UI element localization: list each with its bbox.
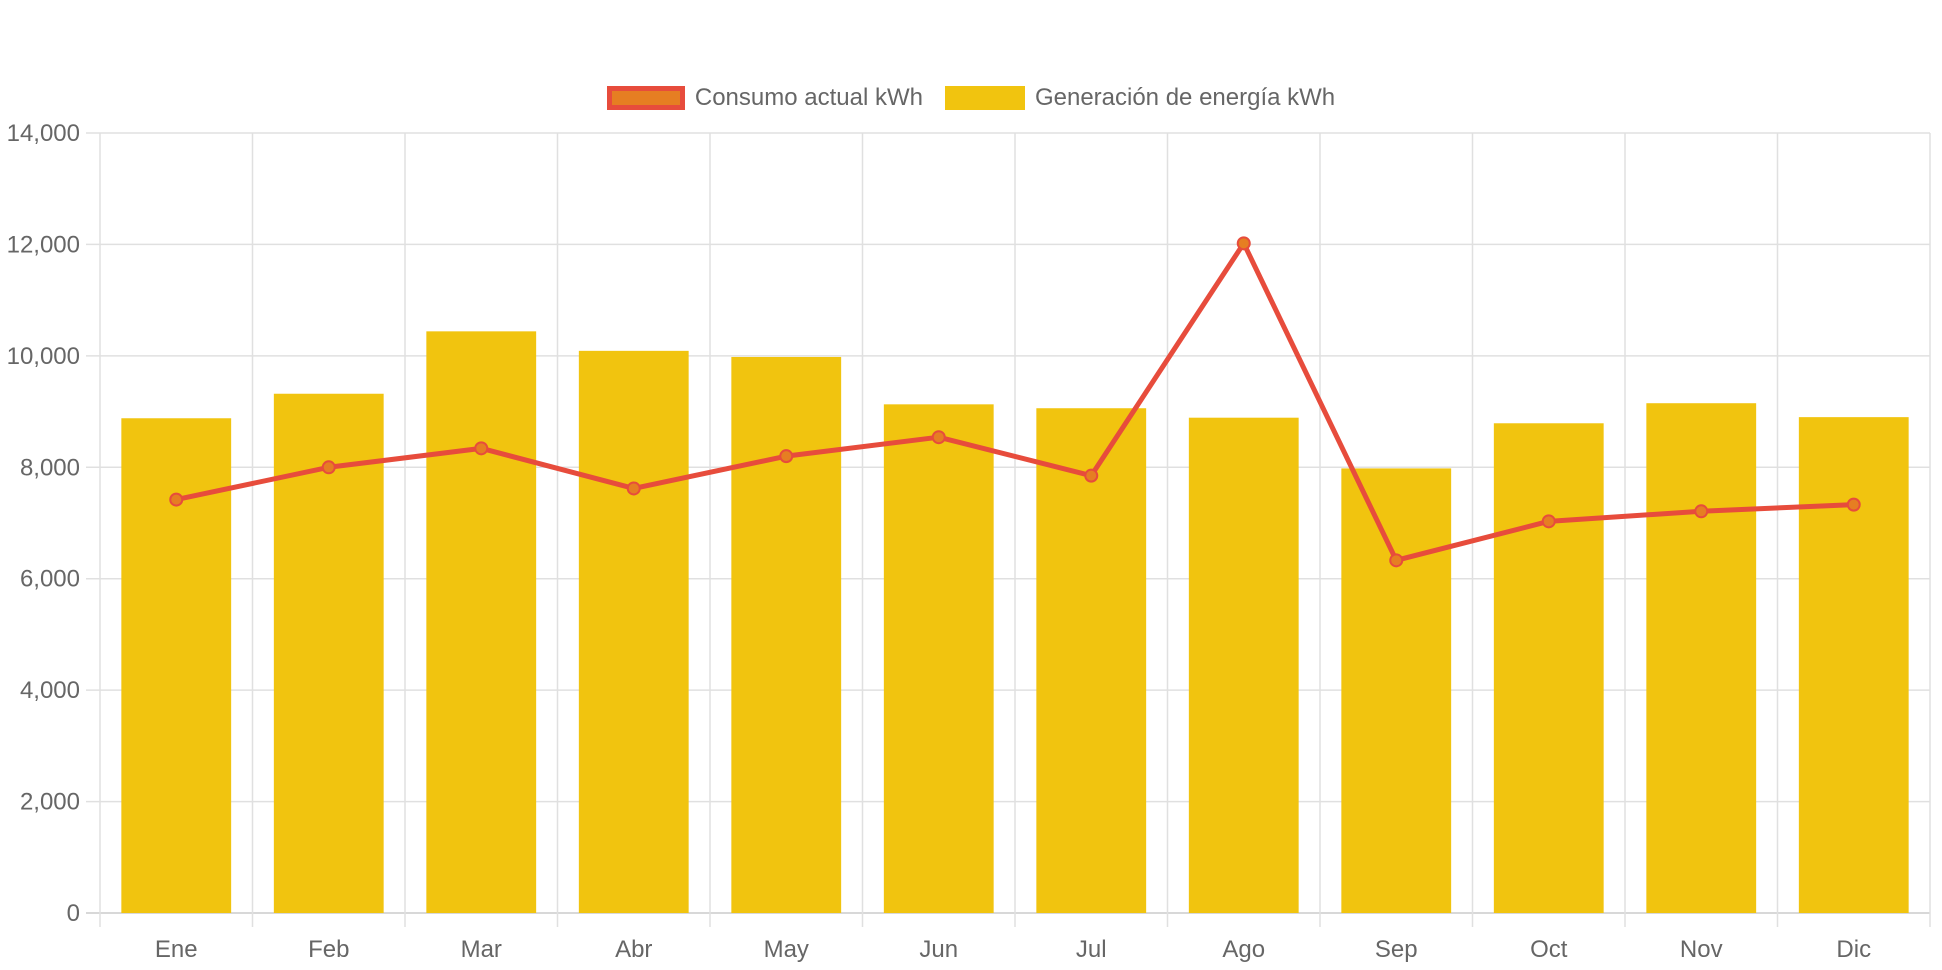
point-consumo: [931, 430, 946, 445]
x-tick-label: Feb: [308, 936, 349, 963]
point-consumo: [1541, 514, 1556, 529]
y-tick-label: 4,000: [20, 677, 80, 704]
bar-generacion: [883, 404, 994, 913]
bar-generacion: [273, 393, 384, 913]
axis-layer: 0 2,000 4,000 6,000 8,000 10,000 12,000 14,000 E…: [7, 120, 1871, 963]
bar-generacion: [731, 356, 842, 913]
x-tick-label: Jun: [919, 936, 958, 963]
point-consumo: [1084, 468, 1099, 483]
point-consumo: [1846, 497, 1861, 512]
x-tick-label: Sep: [1375, 936, 1418, 963]
line-layer: [169, 236, 1861, 568]
x-tick-label: Jul: [1076, 936, 1107, 963]
bar-generacion: [1646, 403, 1757, 913]
bar-generacion: [1188, 417, 1299, 913]
legend-swatch-consumo: [606, 86, 685, 110]
bar-generacion: [1341, 468, 1452, 913]
x-tick-label: Ago: [1222, 936, 1265, 963]
legend-swatch-generacion: [944, 86, 1025, 110]
bar-layer: [121, 331, 1909, 913]
y-tick-label: 10,000: [7, 343, 80, 370]
x-tick-label: Nov: [1680, 936, 1723, 963]
x-tick-label: Oct: [1530, 936, 1568, 963]
x-tick-label: Mar: [461, 936, 502, 963]
y-tick-label: 0: [67, 900, 80, 927]
point-consumo: [779, 449, 794, 464]
x-tick-label: Dic: [1836, 936, 1871, 963]
bar-generacion: [578, 350, 689, 913]
bar-generacion: [426, 331, 537, 913]
point-consumo: [1694, 504, 1709, 519]
bar-generacion: [1036, 408, 1147, 913]
point-consumo: [626, 481, 641, 496]
legend-item-generacion[interactable]: Generación de energía kWh: [944, 84, 1336, 112]
legend-label-generacion: Generación de energía kWh: [1034, 84, 1336, 111]
bar-generacion: [1493, 423, 1604, 913]
x-tick-label: Ene: [155, 936, 198, 963]
point-consumo: [1389, 553, 1404, 568]
chart-legend: Consumo actual kWh Generación de energía…: [0, 84, 1942, 112]
point-consumo: [474, 441, 489, 456]
point-consumo: [1236, 236, 1251, 251]
y-tick-label: 14,000: [7, 120, 80, 147]
point-consumo: [321, 460, 336, 475]
y-tick-label: 8,000: [20, 454, 80, 481]
y-tick-label: 6,000: [20, 566, 80, 593]
grid-layer: [86, 132, 1931, 927]
x-tick-label: May: [764, 936, 809, 963]
bar-generacion: [1798, 417, 1909, 913]
point-consumo: [169, 492, 184, 507]
line-consumo: [175, 240, 1854, 563]
y-tick-label: 12,000: [7, 231, 80, 258]
y-tick-label: 2,000: [20, 789, 80, 816]
x-tick-label: Abr: [615, 936, 652, 963]
legend-item-consumo[interactable]: Consumo actual kWh: [606, 84, 923, 112]
legend-label-consumo: Consumo actual kWh: [694, 84, 923, 111]
